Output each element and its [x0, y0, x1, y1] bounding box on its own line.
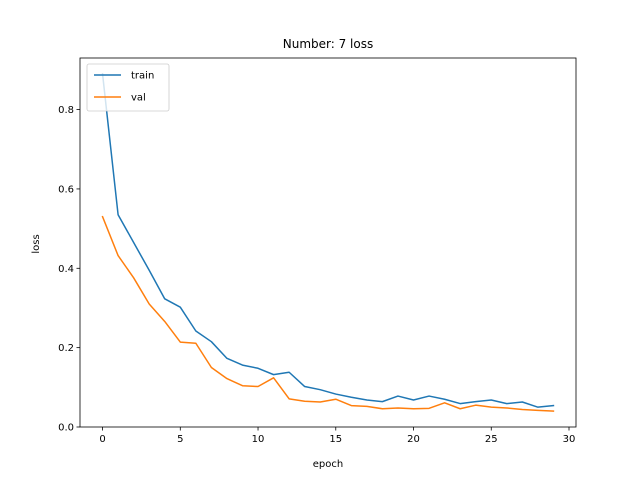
series-line-val	[101, 215, 555, 412]
x-tick-label: 0	[99, 434, 105, 445]
y-tick-label: 0.6	[58, 184, 74, 195]
x-tick-label: 20	[407, 434, 420, 445]
y-tick-label: 0.4	[58, 264, 74, 275]
series-line-train	[101, 73, 555, 408]
x-tick-label: 25	[485, 434, 498, 445]
x-tick-label: 15	[329, 434, 342, 445]
x-axis-label: epoch	[313, 459, 343, 470]
legend-label-val: val	[131, 93, 146, 104]
y-tick-label: 0.8	[58, 105, 74, 116]
legend-box	[86, 63, 170, 112]
y-tick-label: 0.0	[58, 423, 74, 434]
y-tick-label: 0.2	[58, 343, 74, 354]
chart-title: Number: 7 loss	[283, 37, 373, 51]
x-tick-label: 5	[177, 434, 183, 445]
legend-label-train: train	[131, 71, 154, 82]
x-tick-label: 10	[252, 434, 265, 445]
y-axis-label: loss	[31, 234, 42, 253]
x-tick-label: 30	[563, 434, 576, 445]
plot-area: 0 5 10 15 20 25 30 0.0 0.2 0.4 0.6 0.8 train val	[58, 57, 577, 445]
axes-frame	[79, 57, 577, 428]
